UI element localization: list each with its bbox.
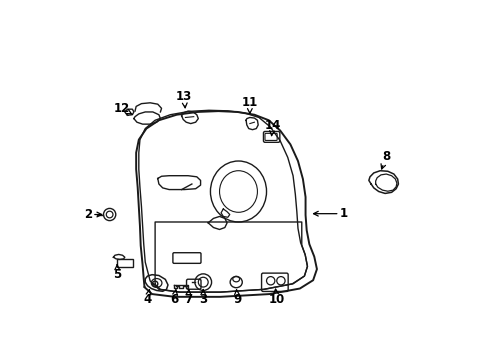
Text: 6: 6 (170, 290, 178, 306)
Text: 2: 2 (84, 208, 102, 221)
Text: 13: 13 (176, 90, 192, 108)
Text: 8: 8 (380, 150, 389, 169)
Text: 5: 5 (113, 265, 121, 281)
Text: 4: 4 (143, 290, 151, 306)
Text: 3: 3 (199, 290, 207, 306)
Text: 14: 14 (264, 119, 280, 136)
Text: 12: 12 (113, 102, 132, 115)
Text: 9: 9 (233, 290, 241, 306)
Text: 11: 11 (241, 96, 258, 113)
Text: 1: 1 (313, 207, 347, 220)
Text: 10: 10 (268, 289, 284, 306)
Text: 7: 7 (183, 290, 192, 306)
